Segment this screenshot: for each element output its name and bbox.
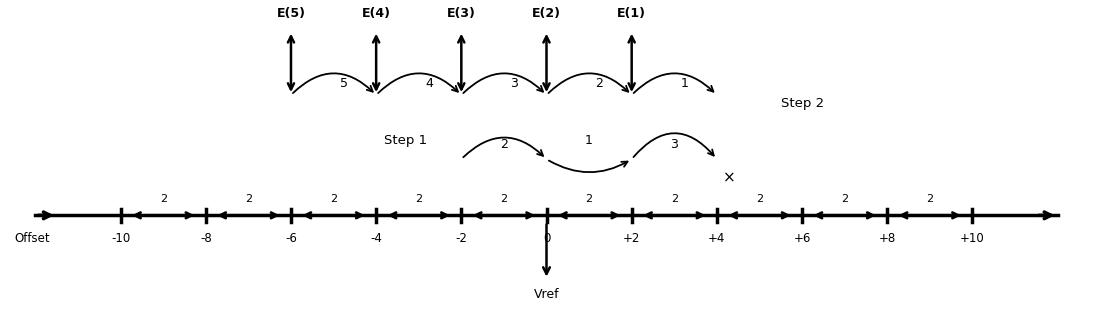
Text: +10: +10 <box>960 233 985 245</box>
Text: 1: 1 <box>681 77 689 90</box>
Text: E(2): E(2) <box>532 7 561 20</box>
Text: 3: 3 <box>670 138 678 151</box>
Text: 0: 0 <box>543 233 550 245</box>
Text: 2: 2 <box>596 77 603 90</box>
Text: -8: -8 <box>200 233 212 245</box>
Text: 4: 4 <box>425 77 433 90</box>
Text: 3: 3 <box>510 77 518 90</box>
Text: Step 1: Step 1 <box>384 134 427 147</box>
Text: -2: -2 <box>456 233 468 245</box>
Text: E(4): E(4) <box>362 7 390 20</box>
Text: +6: +6 <box>794 233 811 245</box>
Text: E(3): E(3) <box>447 7 475 20</box>
Text: -4: -4 <box>371 233 383 245</box>
Text: 2: 2 <box>330 193 337 203</box>
Text: +8: +8 <box>879 233 896 245</box>
Text: -6: -6 <box>285 233 297 245</box>
Text: 2: 2 <box>671 193 678 203</box>
Text: Offset: Offset <box>14 233 50 245</box>
Text: 5: 5 <box>340 77 348 90</box>
Text: Vref: Vref <box>533 288 560 300</box>
Text: -10: -10 <box>111 233 130 245</box>
Text: Step 2: Step 2 <box>780 96 824 110</box>
Text: 2: 2 <box>926 193 933 203</box>
Text: +2: +2 <box>623 233 640 245</box>
Text: 1: 1 <box>585 134 593 147</box>
Text: 2: 2 <box>501 193 507 203</box>
Text: 2: 2 <box>500 138 508 151</box>
Text: +4: +4 <box>708 233 726 245</box>
Text: 2: 2 <box>586 193 592 203</box>
Text: ×: × <box>724 170 736 185</box>
Text: 2: 2 <box>756 193 763 203</box>
Text: 2: 2 <box>415 193 422 203</box>
Text: 2: 2 <box>160 193 167 203</box>
Text: 2: 2 <box>841 193 848 203</box>
Text: E(1): E(1) <box>618 7 646 20</box>
Text: 2: 2 <box>245 193 252 203</box>
Text: E(5): E(5) <box>277 7 305 20</box>
